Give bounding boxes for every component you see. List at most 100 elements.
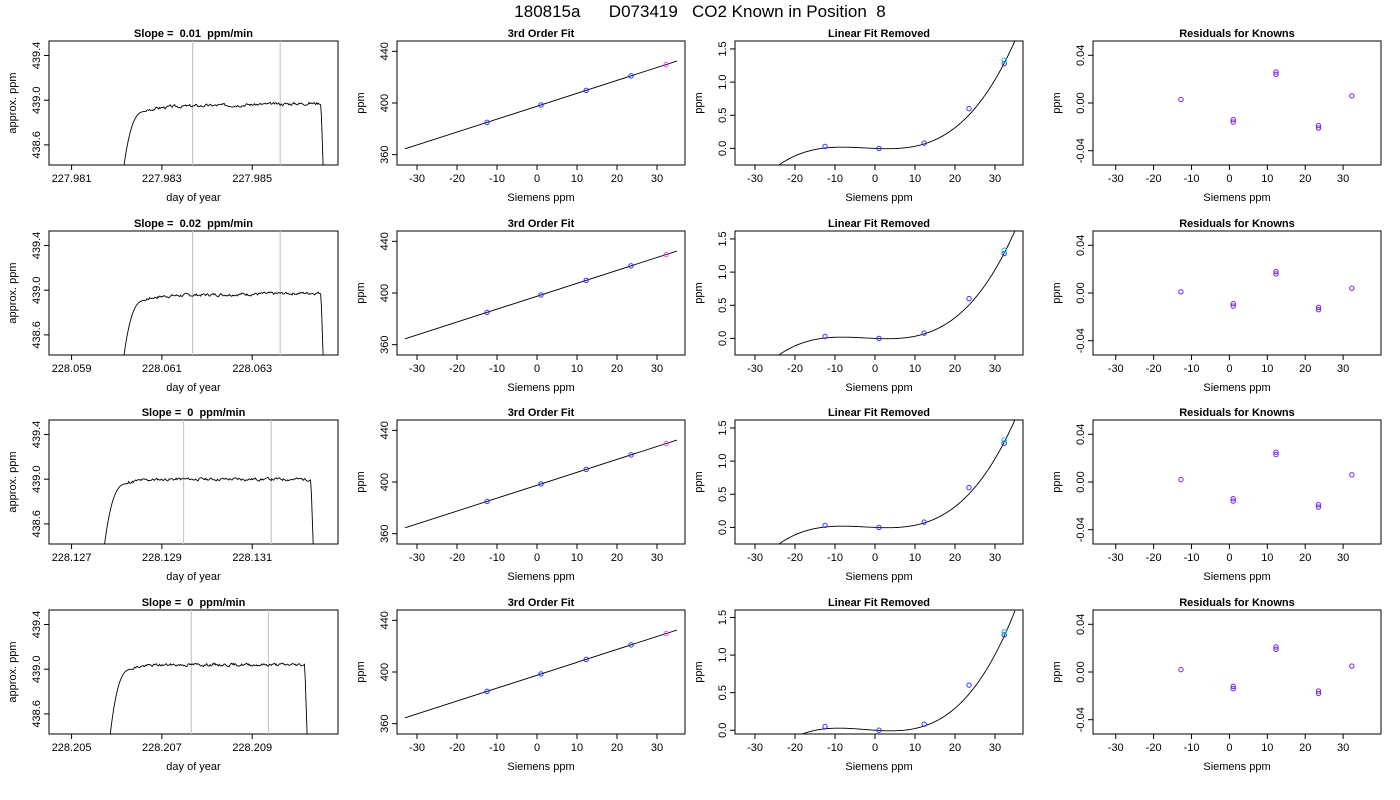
data-point <box>628 263 634 269</box>
x-tick-label: -10 <box>827 173 843 185</box>
plot-frame <box>48 40 339 166</box>
y-tick-label: 440 <box>379 42 391 60</box>
data-point <box>966 295 972 302</box>
x-axis-label: Siemens ppm <box>845 571 912 583</box>
panel-r1-c3: Residuals for Knowns -30 -20 -10 0 10 20 30 -0.0… <box>1051 218 1382 394</box>
data-point <box>1273 644 1279 650</box>
cubic-fit-curve <box>778 231 1016 355</box>
x-tick-label: 20 <box>949 742 961 754</box>
x-tick-label: 228.127 <box>52 552 92 564</box>
data-point <box>1230 301 1236 307</box>
x-axis-label: Siemens ppm <box>507 382 574 394</box>
data-point <box>583 656 589 663</box>
y-tick-label: 0.0 <box>717 141 729 156</box>
y-tick-label: 0.5 <box>717 108 729 123</box>
x-tick-label: 0 <box>872 363 878 375</box>
x-tick-label: 228.129 <box>142 552 182 564</box>
x-tick-label: -30 <box>747 363 763 375</box>
y-tick-label: 400 <box>379 94 391 112</box>
y-tick-label: -0.04 <box>1075 517 1087 542</box>
plot-area <box>109 610 308 734</box>
x-tick-label: 228.205 <box>52 742 92 754</box>
y-tick-label: 400 <box>379 663 391 681</box>
y-tick-label: 439.0 <box>31 86 43 114</box>
data-point <box>1178 96 1184 103</box>
cubic-fit-curve <box>778 420 1016 544</box>
data-point <box>921 721 927 727</box>
x-tick-label: 10 <box>1261 552 1273 564</box>
x-tick-label: 10 <box>909 552 921 564</box>
plot-area <box>801 610 1016 734</box>
data-point <box>663 630 669 637</box>
panel-r1-c2: Linear Fit Removed -30 -20 -10 0 10 20 30 0.0 0.5… <box>693 218 1024 394</box>
data-point <box>1273 71 1279 78</box>
data-point <box>876 335 882 342</box>
x-tick-label: -30 <box>747 742 763 754</box>
panel-title: Residuals for Knowns <box>1179 218 1295 230</box>
x-tick-label: 20 <box>611 363 623 375</box>
x-tick-label: 0 <box>1226 173 1232 185</box>
x-tick-label: 0 <box>872 173 878 185</box>
y-tick-label: 0.00 <box>1075 92 1087 113</box>
y-tick-label: 440 <box>379 421 391 439</box>
data-point <box>1315 304 1322 311</box>
x-tick-label: 20 <box>1299 363 1311 375</box>
y-axis-label: ppm <box>693 92 705 113</box>
data-point <box>484 309 490 316</box>
x-axis-label: day of year <box>166 761 221 773</box>
x-tick-label: -30 <box>409 173 425 185</box>
plot-area <box>778 41 1016 165</box>
x-tick-label: -10 <box>1184 742 1200 754</box>
panel-title: Linear Fit Removed <box>828 407 930 419</box>
plot-frame <box>1092 609 1382 735</box>
x-tick-label: 228.131 <box>232 552 272 564</box>
panel-title: 3rd Order Fit <box>508 597 575 609</box>
plot-area <box>123 231 324 355</box>
y-axis-label: ppm <box>1051 471 1063 492</box>
y-tick-label: 0.0 <box>717 520 729 535</box>
x-tick-label: 20 <box>949 552 961 564</box>
panel-title: 3rd Order Fit <box>508 407 575 419</box>
concentration-trace <box>109 662 308 734</box>
data-point <box>822 723 828 730</box>
plot-area <box>404 60 678 150</box>
y-axis-label: ppm <box>693 471 705 492</box>
x-tick-label: -20 <box>787 173 803 185</box>
data-point <box>1315 501 1322 508</box>
x-tick-label: -10 <box>489 363 505 375</box>
plot-frame <box>734 230 1024 356</box>
y-tick-label: 0.04 <box>1075 235 1087 256</box>
x-tick-label: -20 <box>787 742 803 754</box>
x-tick-label: 228.063 <box>232 363 272 375</box>
plot-area <box>404 439 678 529</box>
x-tick-label: -10 <box>1184 552 1200 564</box>
plot-frame <box>1092 419 1382 545</box>
fit-line <box>404 439 678 529</box>
x-tick-label: -30 <box>409 742 425 754</box>
panel-r2-c3: Residuals for Knowns -30 -20 -10 0 10 20 30 -0.0… <box>1051 407 1382 583</box>
data-point <box>1230 495 1236 502</box>
data-point <box>1273 646 1279 653</box>
x-tick-label: 30 <box>651 742 663 754</box>
x-tick-label: 30 <box>651 552 663 564</box>
concentration-trace <box>104 476 314 544</box>
x-axis-label: Siemens ppm <box>845 382 912 394</box>
data-point <box>663 61 669 68</box>
y-axis-label: ppm <box>693 661 705 682</box>
x-tick-label: -10 <box>489 173 505 185</box>
x-tick-label: 0 <box>872 742 878 754</box>
plot-area <box>778 420 1016 544</box>
data-point <box>1178 666 1184 673</box>
x-tick-label: 20 <box>949 363 961 375</box>
y-tick-label: 360 <box>379 524 391 542</box>
y-tick-label: -0.04 <box>1075 138 1087 163</box>
y-tick-label: 360 <box>379 145 391 163</box>
y-tick-label: 0.04 <box>1075 45 1087 66</box>
panel-title: Residuals for Knowns <box>1179 28 1295 40</box>
data-point <box>1230 119 1236 125</box>
x-tick-label: 0 <box>1226 363 1232 375</box>
y-tick-label: 400 <box>379 473 391 491</box>
data-point <box>628 73 634 79</box>
y-tick-label: 1.0 <box>717 74 729 89</box>
